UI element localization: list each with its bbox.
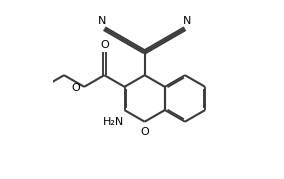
- Text: N: N: [98, 16, 107, 26]
- Text: O: O: [140, 127, 149, 137]
- Text: H₂N: H₂N: [103, 117, 124, 127]
- Text: N: N: [183, 16, 191, 26]
- Text: O: O: [72, 83, 81, 93]
- Text: O: O: [100, 40, 109, 50]
